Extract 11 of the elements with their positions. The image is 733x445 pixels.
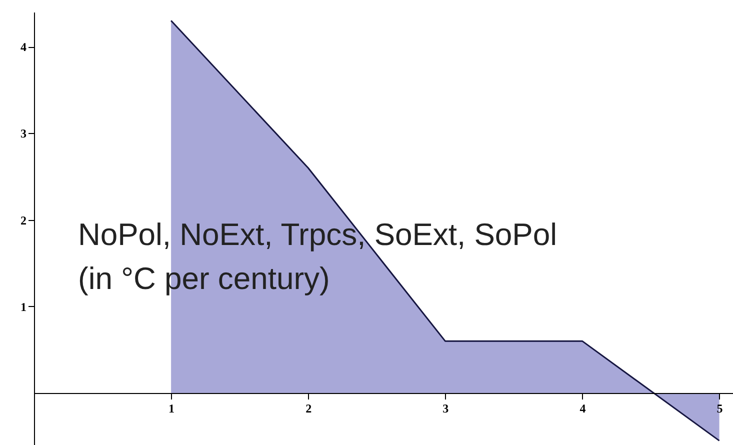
x-tick-label: 2 xyxy=(306,402,312,416)
annotation: NoPol, NoExt, Trpcs, SoExt, SoPol xyxy=(78,217,557,252)
x-tick-label: 5 xyxy=(716,402,723,416)
y-tick-label: 4 xyxy=(20,40,26,54)
y-tick-label: 2 xyxy=(20,213,26,228)
x-tick-label: 4 xyxy=(580,402,586,416)
x-tick-label: 1 xyxy=(168,402,175,416)
y-tick-label: 1 xyxy=(20,300,26,314)
annotation: (in °C per century) xyxy=(78,261,330,296)
x-tick-label: 3 xyxy=(442,402,449,416)
y-tick-label: 3 xyxy=(20,126,26,141)
